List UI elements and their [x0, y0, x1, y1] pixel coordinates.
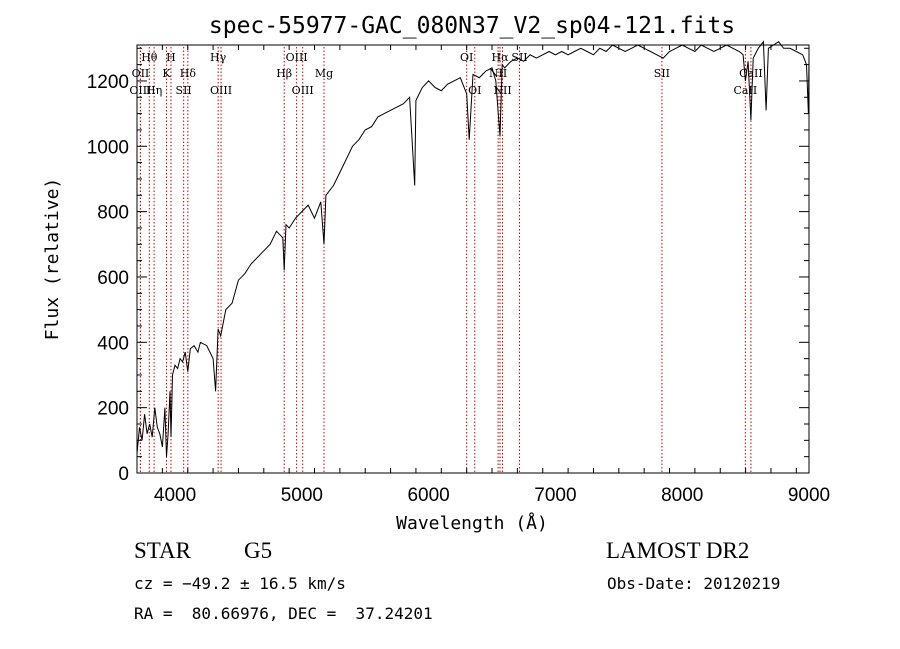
redshift-readout: cz = −49.2 ± 16.5 km/s — [134, 574, 346, 593]
x-tick-label: 9000 — [788, 485, 830, 506]
line-marker-label: K — [162, 67, 171, 80]
spectrum-line — [136, 40, 810, 457]
line-marker-label: Hδ — [180, 67, 197, 80]
coordinates-readout: RA = 80.66976, DEC = 37.24201 — [134, 604, 433, 623]
y-tick-label: 200 — [97, 399, 129, 420]
line-marker-label: Hγ — [210, 51, 227, 64]
line-marker-label: Hθ — [141, 51, 158, 64]
x-axis-label: Wavelength (Å) — [396, 512, 548, 534]
line-marker-label: NII — [489, 67, 507, 80]
y-tick-label: 600 — [97, 268, 129, 289]
line-marker-label: CaII — [739, 67, 763, 80]
y-tick-label: 1000 — [87, 137, 129, 158]
y-tick-label: 0 — [118, 464, 129, 485]
y-axis-label: Flux (relative) — [42, 178, 63, 341]
line-marker-label: Hβ — [276, 67, 292, 80]
line-marker-label: OIII — [210, 84, 232, 97]
line-marker-label: OIII — [292, 84, 314, 97]
x-tick-label: 4000 — [154, 485, 196, 506]
line-marker-group — [139, 47, 752, 473]
plot-frame — [136, 44, 810, 474]
y-tick-label: 400 — [97, 333, 129, 354]
y-axis: 0 200 400 600 800 1000 1200 — [87, 47, 809, 485]
line-marker-label: SII — [176, 84, 192, 97]
line-marker-label: OII — [132, 67, 150, 80]
line-marker-label: Hη — [146, 84, 162, 97]
line-marker-label: OIII — [286, 51, 308, 64]
object-class: STAR — [134, 538, 191, 563]
x-axis: 4000 5000 6000 7000 8000 9000 — [136, 45, 830, 506]
y-tick-label: 800 — [97, 203, 129, 224]
survey-name: LAMOST DR2 — [606, 538, 750, 563]
line-marker-label: OI — [460, 51, 473, 64]
x-tick-label: 8000 — [661, 485, 703, 506]
line-marker-label: CaII — [734, 84, 758, 97]
spectrum-chart: spec-55977-GAC_080N37_V2_sp04-121.fits H… — [42, 13, 830, 534]
line-marker-label: SII — [511, 51, 527, 64]
line-marker-label: H — [166, 51, 176, 64]
line-marker-label: Mg — [315, 67, 333, 80]
object-subclass: G5 — [244, 538, 273, 563]
y-tick-label: 1200 — [87, 72, 129, 93]
line-marker-label-group: HθHηOIIOIIIKHSIIHδHγOIIIHβOIIIOIIIMgOIOI… — [129, 51, 762, 97]
chart-title: spec-55977-GAC_080N37_V2_sp04-121.fits — [209, 13, 735, 39]
x-tick-label: 5000 — [281, 485, 323, 506]
line-marker-label: Hα — [491, 51, 509, 64]
line-marker-label: OIII — [129, 84, 151, 97]
line-marker-label: OI — [468, 84, 481, 97]
obs-date: Obs-Date: 20120219 — [607, 574, 781, 593]
line-marker-label: NII — [493, 84, 511, 97]
x-tick-label: 7000 — [534, 485, 576, 506]
x-tick-label: 6000 — [407, 485, 449, 506]
line-marker-label: SII — [654, 67, 670, 80]
